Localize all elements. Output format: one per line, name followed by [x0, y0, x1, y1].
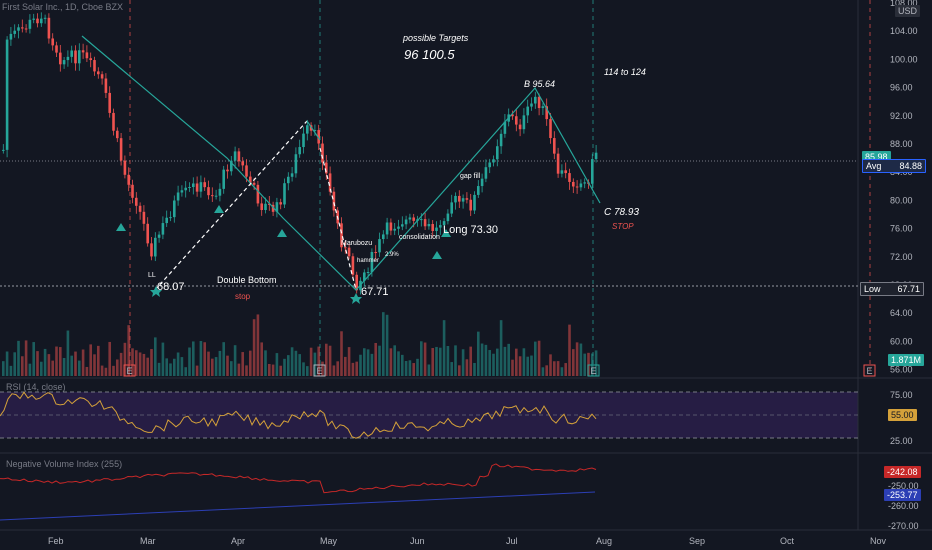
rsi-tick-25: 25.00: [890, 436, 913, 446]
price-tick: 96.00: [890, 83, 913, 93]
triangle-up-icon: [277, 229, 287, 237]
b-point-label: B 95.64: [524, 79, 555, 89]
price-tick: 100.00: [890, 54, 918, 64]
volume-tag: 1.871M: [888, 354, 925, 366]
avg-tag: Avg 84.88: [862, 159, 926, 173]
time-label-nov: Nov: [870, 536, 887, 546]
time-label-oct: Oct: [780, 536, 795, 546]
time-label-jul: Jul: [506, 536, 518, 546]
gap-fill-label: gap fill: [460, 173, 481, 180]
price-tick: 72.00: [890, 252, 913, 262]
earnings-marker-3: E: [591, 366, 597, 376]
price-axis[interactable]: 108.00104.00100.0096.0092.0088.0084.0080…: [890, 0, 918, 375]
double-bottom-label: Double Bottom: [217, 275, 277, 285]
price-tick: 56.00: [890, 365, 913, 375]
nvi-ma-line: [0, 491, 596, 521]
nvi-title: Negative Volume Index (255): [6, 459, 122, 469]
nvi-line: [0, 463, 597, 494]
ab-dashed: [154, 120, 308, 291]
triangle-up-icon: [116, 223, 126, 231]
avg-value: 84.88: [899, 161, 922, 171]
nvi-tick-1: -250.00: [888, 481, 919, 491]
c-point-label: C 78.93: [604, 207, 639, 218]
price-tick: 104.00: [890, 26, 918, 36]
low-67-label: 67.71: [361, 286, 389, 298]
price-tick: 76.00: [890, 224, 913, 234]
symbol-header: First Solar Inc., 1D, Cboe BZX: [2, 2, 124, 12]
rsi-line: [0, 391, 597, 439]
low-68-label: 68.07: [157, 281, 185, 293]
triangle-up-icon: [432, 251, 442, 259]
xa-leg: [81, 35, 601, 291]
candlestick-series: [2, 12, 598, 295]
earnings-marker-2: E: [317, 366, 323, 376]
time-label-sep: Sep: [689, 536, 705, 546]
currency-badge[interactable]: USD: [895, 5, 921, 17]
cd-dashed: [319, 147, 357, 291]
price-pane[interactable]: [0, 0, 858, 378]
price-tick: 88.00: [890, 139, 913, 149]
range-label: 114 to 124: [604, 67, 646, 77]
time-label-may: May: [320, 536, 338, 546]
star-icon: [150, 286, 162, 297]
time-label-feb: Feb: [48, 536, 64, 546]
possible-targets-label: possible Targets: [402, 33, 469, 43]
stop-right-label: STOP: [612, 222, 634, 231]
consolidation-label: consolidation: [399, 234, 440, 241]
pct-label: 2.9%: [385, 252, 399, 258]
price-tick: 92.00: [890, 111, 913, 121]
time-axis[interactable]: Feb Mar Apr May Jun Jul Aug Sep Oct Nov: [48, 536, 887, 546]
triangle-up-icon: [441, 229, 451, 237]
rsi-tick-75: 75.00: [890, 390, 913, 400]
price-tick: 108.00: [890, 0, 918, 8]
time-label-mar: Mar: [140, 536, 156, 546]
price-tick: 64.00: [890, 308, 913, 318]
low-label: Low: [864, 284, 881, 294]
earnings-markers[interactable]: E E E E: [123, 364, 876, 377]
nvi-tick-2: -260.00: [888, 501, 919, 511]
low-tag: Low 67.71: [860, 282, 924, 296]
low-value: 67.71: [897, 284, 920, 294]
time-label-aug: Aug: [596, 536, 612, 546]
triangle-up-icon: [214, 205, 224, 213]
marubozu-label: Marubozu: [341, 240, 372, 247]
nvi-red-tag: -242.08: [884, 466, 921, 478]
rsi-title: RSI (14, close): [6, 382, 66, 392]
long-entry-label: Long 73.30: [443, 224, 498, 236]
price-tick: 60.00: [890, 336, 913, 346]
hammer-label: hammer: [357, 258, 379, 264]
time-label-jun: Jun: [410, 536, 425, 546]
nvi-blue-tag: -253.77: [884, 489, 921, 501]
volume-bars: [2, 312, 598, 376]
trend-right: [306, 120, 321, 141]
rsi-value-tag: 55.00: [888, 409, 917, 421]
earnings-marker-1: E: [127, 366, 133, 376]
stop-left-label: stop: [235, 292, 251, 301]
star-icon: [350, 293, 362, 304]
markers: [116, 205, 451, 304]
targets-values-label: 96 100.5: [404, 47, 455, 62]
avg-label: Avg: [866, 161, 882, 171]
earnings-marker-4: E: [867, 366, 873, 376]
ll-label: LL: [148, 272, 156, 279]
harmonic-pattern[interactable]: [81, 35, 601, 291]
nvi-tick-3: -270.00: [888, 521, 919, 531]
time-label-apr: Apr: [231, 536, 245, 546]
price-tick: 80.00: [890, 195, 913, 205]
